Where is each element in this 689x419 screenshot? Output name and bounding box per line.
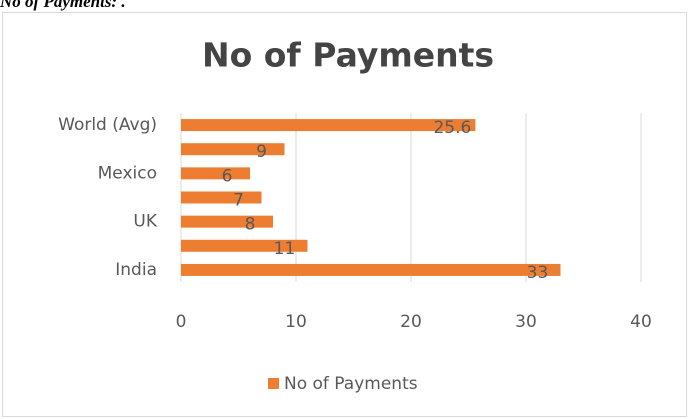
- x-tick-label: 30: [515, 312, 537, 332]
- data-label: 25.6: [433, 118, 471, 138]
- y-tick-label: Mexico: [98, 163, 157, 183]
- bar: [181, 143, 285, 156]
- y-tick-label: World (Avg): [58, 115, 157, 135]
- bar: [181, 167, 250, 180]
- chart-title: No of Payments: [202, 36, 494, 75]
- data-label: 7: [233, 191, 244, 211]
- bar: [181, 119, 476, 132]
- x-tick-label: 0: [176, 312, 187, 332]
- bar: [181, 263, 561, 276]
- x-tick-label: 10: [285, 312, 307, 332]
- y-tick-label: UK: [133, 212, 157, 232]
- data-label: 11: [274, 239, 296, 259]
- bar: [181, 215, 273, 228]
- legend-swatch: [268, 378, 279, 389]
- data-label: 6: [222, 166, 233, 186]
- data-label: 8: [245, 215, 256, 235]
- y-tick-label: India: [115, 260, 157, 280]
- data-label: 9: [256, 142, 267, 162]
- bar: [181, 239, 308, 252]
- legend-label: No of Payments: [284, 374, 418, 394]
- x-tick-label: 40: [630, 312, 652, 332]
- data-label: 33: [527, 263, 549, 283]
- x-tick-label: 20: [400, 312, 422, 332]
- caption: No of Payments: .: [0, 0, 126, 11]
- bar: [181, 191, 262, 204]
- chart-frame: [2, 12, 687, 417]
